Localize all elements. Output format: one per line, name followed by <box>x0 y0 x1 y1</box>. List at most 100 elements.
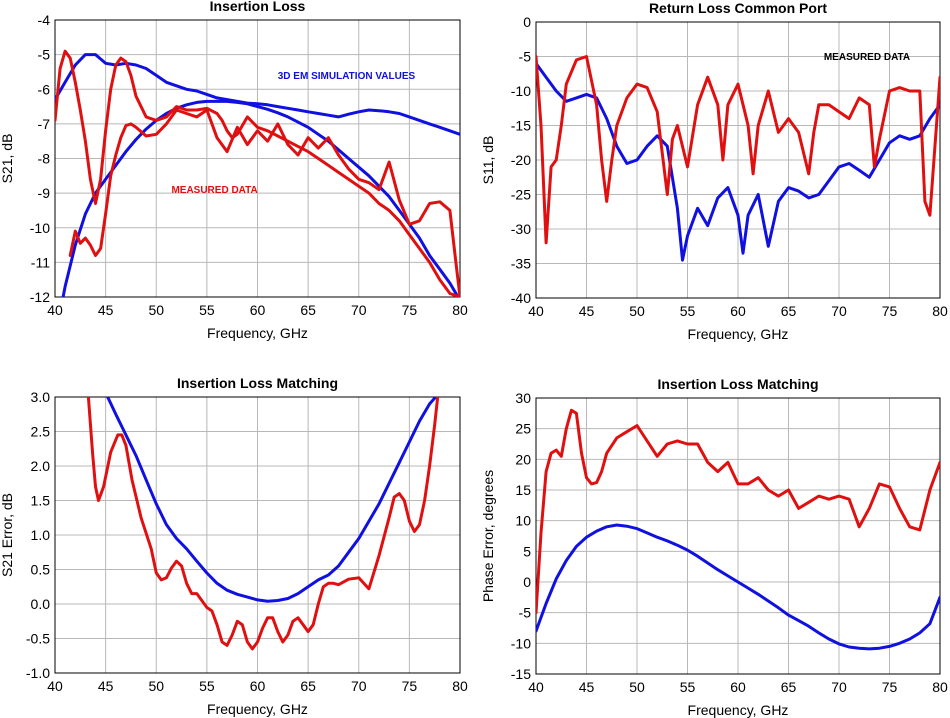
y-tick-label: 5 <box>523 543 531 559</box>
y-tick-label: -8 <box>38 151 51 167</box>
y-tick-label: -12 <box>30 289 50 305</box>
y-tick-label: 0.5 <box>31 562 51 578</box>
x-tick-label: 80 <box>452 302 468 318</box>
y-tick-label: -0.5 <box>26 631 50 647</box>
x-tick-label: 40 <box>528 303 544 319</box>
plot-frame <box>535 397 941 675</box>
x-tick-label: 70 <box>351 302 367 318</box>
x-tick-label: 50 <box>629 679 645 695</box>
x-tick-label: 55 <box>199 302 215 318</box>
x-tick-label: 60 <box>730 303 746 319</box>
chart-panel-4: 40 45 50 55 60 65 70 75 80302520151050-5-10-15In… <box>480 376 948 718</box>
x-tick-label: 75 <box>882 303 898 319</box>
x-tick-label: 50 <box>629 303 645 319</box>
x-tick-label: 75 <box>402 302 418 318</box>
y-tick-label: -1.0 <box>26 665 50 681</box>
x-tick-label: 60 <box>730 679 746 695</box>
red-series-line-2 <box>86 397 440 651</box>
x-tick-label: 60 <box>250 678 266 694</box>
y-tick-label: -11 <box>31 254 50 270</box>
blue-series-line-1 <box>536 61 940 262</box>
y-axis-label: S11, dB <box>480 136 496 185</box>
chart-title: Insertion Loss <box>210 0 306 14</box>
annotation-label: MEASURED DATA <box>171 185 257 196</box>
chart-panel-3: 40 45 50 55 60 65 70 75 80 3.0 2.5 2.0 1.5 1.0 0.5 0.0 -… <box>0 375 468 717</box>
x-tick-label: 55 <box>680 303 696 319</box>
red-series-line-2 <box>536 408 940 615</box>
series-group <box>536 55 940 262</box>
x-axis-label: Frequency, GHz <box>688 702 789 718</box>
y-tick-label: 10 <box>515 513 531 529</box>
y-tick-label: 3.0 <box>31 389 51 405</box>
series-group <box>55 49 460 297</box>
chart-title: Return Loss Common Port <box>649 0 827 16</box>
y-axis-label: S21, dB <box>0 134 15 184</box>
x-tick-label: 65 <box>781 303 797 319</box>
x-tick-label: 50 <box>148 678 164 694</box>
red-series-line-4 <box>68 108 460 297</box>
x-tick-label: 70 <box>831 679 847 695</box>
x-tick-label: 80 <box>932 303 948 319</box>
x-tick-label: 65 <box>781 679 797 695</box>
y-tick-label: -4 <box>38 12 51 28</box>
y-tick-label: 0 <box>523 574 531 590</box>
y-tick-label: 0 <box>523 14 531 30</box>
blue-series-line-1 <box>106 397 438 603</box>
blue-series-line-1 <box>536 523 940 651</box>
y-tick-label: -5 <box>38 47 51 63</box>
x-tick-label: 45 <box>579 303 595 319</box>
y-tick-label: 1.0 <box>31 527 51 543</box>
chart-panel-2: 40 45 50 55 60 65 70 75 80 0 -5 -10 -15 -20 -25 -30 -35 -… <box>480 0 948 342</box>
x-tick-label: 60 <box>250 302 266 318</box>
y-tick-label: -7 <box>38 116 51 132</box>
y-tick-label: -40 <box>511 290 531 306</box>
x-tick-label: 40 <box>528 679 544 695</box>
y-tick-label: -30 <box>511 221 531 237</box>
series-group <box>536 408 940 651</box>
x-tick-label: 65 <box>300 678 316 694</box>
x-tick-label: 55 <box>680 679 696 695</box>
y-axis-label: Phase Error, degrees <box>480 470 496 602</box>
y-tick-label: 1.5 <box>31 493 51 509</box>
y-tick-label: -9 <box>38 185 51 201</box>
y-tick-label: 2.5 <box>31 424 51 440</box>
plot-frame <box>54 396 461 674</box>
red-series-line-2 <box>536 55 940 245</box>
x-tick-label: 80 <box>932 679 948 695</box>
y-tick-label: 20 <box>515 451 531 467</box>
x-axis-label: Frequency, GHz <box>207 701 308 717</box>
chart-title: Insertion Loss Matching <box>657 376 818 392</box>
x-tick-label: 40 <box>47 302 63 318</box>
x-tick-label: 70 <box>831 303 847 319</box>
x-tick-label: 40 <box>47 678 63 694</box>
y-tick-label: -10 <box>511 83 531 99</box>
x-tick-label: 70 <box>351 678 367 694</box>
x-tick-label: 80 <box>452 678 468 694</box>
y-tick-label: 2.0 <box>31 458 51 474</box>
x-tick-label: 45 <box>98 302 114 318</box>
y-tick-label: -10 <box>30 220 50 236</box>
y-axis-label: S21 Error, dB <box>0 493 15 577</box>
y-tick-label: -25 <box>511 187 531 203</box>
x-tick-label: 65 <box>300 302 316 318</box>
x-tick-label: 55 <box>199 678 215 694</box>
y-tick-label: -15 <box>511 118 531 134</box>
chart-title: Insertion Loss Matching <box>177 375 338 391</box>
y-tick-label: 30 <box>515 390 531 406</box>
plot-frame <box>54 19 461 298</box>
x-tick-label: 75 <box>882 679 898 695</box>
y-tick-label: 15 <box>515 482 531 498</box>
blue-series-line-1 <box>55 53 460 136</box>
red-series-line-3 <box>55 49 460 297</box>
plot-frame <box>535 21 941 299</box>
x-tick-label: 50 <box>148 302 164 318</box>
x-tick-label: 45 <box>579 679 595 695</box>
x-axis-label: Frequency, GHz <box>207 325 308 341</box>
x-tick-label: 75 <box>402 678 418 694</box>
y-tick-label: 0.0 <box>31 596 51 612</box>
y-tick-label: -5 <box>519 605 532 621</box>
y-tick-label: -10 <box>511 635 531 651</box>
series-group <box>86 397 440 651</box>
x-tick-label: 45 <box>98 678 114 694</box>
